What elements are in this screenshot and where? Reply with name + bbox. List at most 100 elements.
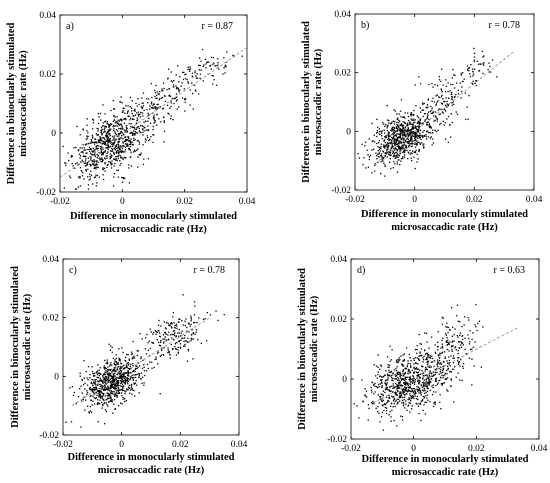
data-point — [215, 310, 217, 312]
data-point — [404, 146, 407, 149]
data-point — [233, 55, 235, 57]
data-point — [446, 103, 448, 105]
data-point — [129, 141, 131, 143]
data-point — [161, 96, 164, 99]
data-point — [383, 144, 385, 146]
data-point — [491, 59, 494, 61]
data-point — [451, 341, 453, 343]
data-point — [139, 333, 141, 335]
data-point — [137, 350, 139, 352]
data-point — [444, 378, 446, 380]
data-point — [401, 129, 404, 132]
data-point — [392, 399, 395, 402]
data-point — [93, 141, 95, 144]
data-point — [175, 88, 178, 90]
data-point — [377, 406, 379, 408]
data-point — [112, 373, 115, 376]
data-point — [115, 394, 117, 396]
data-point — [210, 68, 212, 70]
data-point — [390, 359, 393, 361]
data-point — [190, 334, 193, 336]
data-point — [122, 150, 124, 153]
data-point — [161, 89, 163, 92]
data-point — [130, 351, 133, 353]
data-point — [133, 383, 135, 385]
data-point — [398, 140, 400, 142]
data-point — [407, 123, 409, 126]
data-point — [411, 130, 413, 132]
data-point — [426, 358, 428, 360]
data-point — [413, 113, 415, 116]
data-point — [422, 386, 424, 389]
data-point — [414, 121, 416, 123]
data-point — [110, 385, 113, 387]
data-point — [173, 79, 175, 82]
data-point — [122, 127, 124, 130]
data-point — [163, 87, 165, 90]
data-point — [127, 105, 129, 107]
data-point — [136, 119, 138, 122]
data-point — [385, 407, 388, 409]
data-point — [147, 349, 150, 351]
data-point — [158, 344, 161, 347]
data-point — [476, 60, 478, 62]
data-point — [473, 52, 476, 55]
data-point — [113, 172, 115, 175]
data-point — [389, 386, 392, 388]
data-point — [435, 95, 437, 97]
data-point — [396, 425, 398, 427]
data-point — [200, 60, 202, 62]
data-point — [121, 128, 123, 130]
data-point — [125, 139, 128, 141]
data-point — [120, 371, 122, 373]
data-point — [430, 136, 432, 138]
data-point — [163, 346, 165, 349]
data-point — [397, 386, 399, 388]
data-point — [74, 163, 77, 165]
data-point — [423, 135, 426, 137]
data-point — [190, 337, 192, 340]
data-point — [121, 378, 123, 380]
data-point — [109, 369, 112, 372]
data-point — [394, 139, 396, 141]
data-point — [104, 375, 107, 378]
data-point — [124, 143, 127, 145]
data-point — [464, 316, 466, 318]
data-point — [384, 147, 386, 149]
data-point — [434, 401, 436, 403]
data-point — [131, 353, 134, 355]
data-point — [393, 369, 395, 371]
data-point — [114, 408, 116, 410]
data-point — [90, 382, 92, 385]
data-point — [102, 142, 105, 144]
data-point — [129, 378, 131, 381]
data-point — [447, 141, 450, 143]
data-point — [412, 388, 414, 390]
data-point — [81, 400, 83, 402]
data-point — [117, 392, 119, 395]
data-point — [137, 140, 139, 142]
data-point — [426, 131, 428, 133]
data-point — [170, 100, 172, 102]
data-point — [121, 388, 124, 390]
data-point — [424, 368, 427, 370]
data-point — [428, 83, 430, 86]
data-point — [151, 341, 153, 344]
data-point — [386, 150, 388, 152]
data-point — [89, 377, 91, 379]
data-point — [387, 389, 389, 391]
data-point — [427, 376, 429, 378]
data-point — [408, 398, 411, 401]
data-point — [91, 378, 93, 381]
data-point — [441, 352, 443, 354]
data-point — [179, 346, 182, 348]
data-point — [87, 132, 89, 134]
data-point — [108, 139, 111, 141]
data-point — [413, 363, 415, 365]
data-point — [409, 143, 411, 145]
data-point — [124, 136, 127, 138]
data-point — [126, 145, 128, 147]
data-point — [429, 126, 431, 129]
data-point — [424, 113, 426, 115]
data-point — [174, 327, 176, 329]
